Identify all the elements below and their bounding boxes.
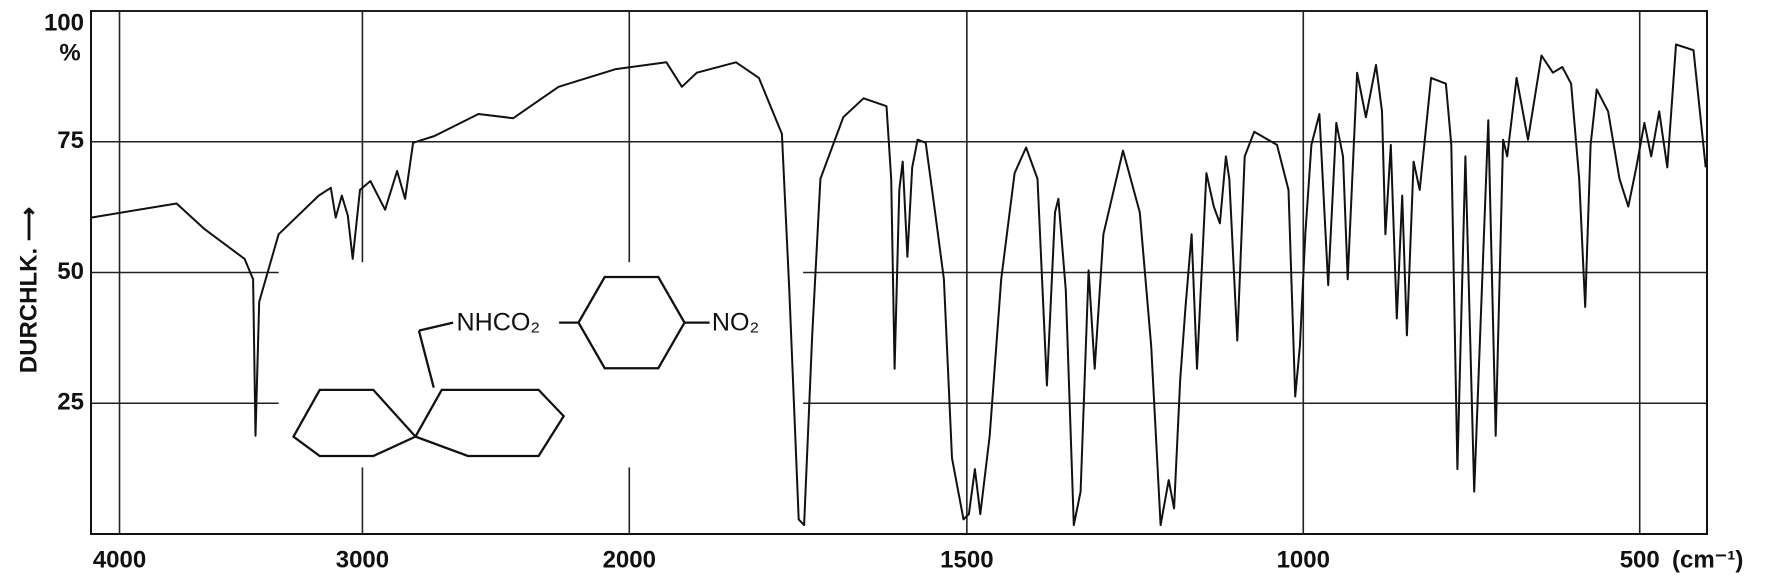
bond: [417, 330, 435, 388]
x-tick-label: 500: [1620, 546, 1660, 573]
y-unit: %: [59, 39, 80, 66]
spectrum-line: [90, 43, 1707, 527]
bond: [418, 321, 454, 332]
x-axis-label: (cm⁻¹): [1672, 546, 1743, 573]
y-tick-label: 100: [44, 9, 84, 36]
x-tick-label: 1500: [940, 546, 993, 573]
y-tick-label: 25: [57, 389, 84, 416]
x-tick-label: 1000: [1277, 546, 1330, 573]
annotation: NHCO₂: [457, 308, 541, 336]
x-tick-label: 2000: [603, 546, 656, 573]
x-tick-label: 3000: [336, 546, 389, 573]
y-tick-label: 75: [57, 127, 84, 154]
y-tick-label: 50: [57, 258, 84, 285]
structure-bg: [278, 262, 804, 468]
y-axis-label: DURCHLK. ⟶: [15, 207, 42, 373]
annotation: NO₂: [712, 308, 759, 336]
structure: NHCO₂ NO₂: [278, 262, 804, 468]
x-tick-label: 4000: [93, 546, 146, 573]
ring: [413, 388, 566, 458]
